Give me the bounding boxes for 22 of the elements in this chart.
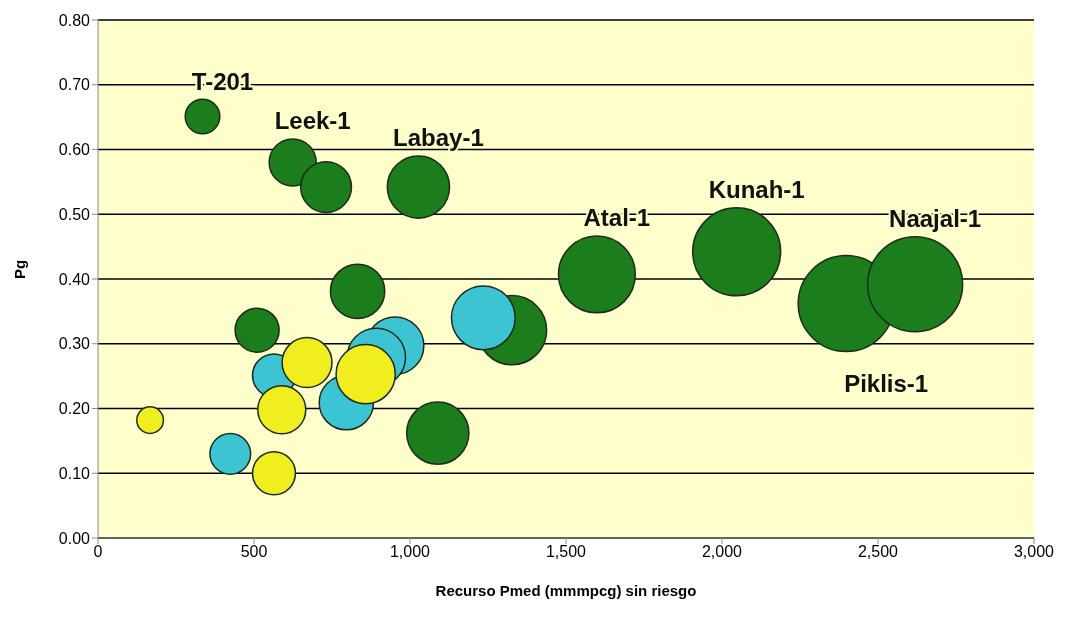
x-tick-label: 2,000 (701, 543, 743, 561)
y-tick-label: 0.00 (58, 529, 91, 547)
y-tick-label: 0.20 (58, 400, 91, 418)
x-axis-title: Recurso Pmed (mmmpcg) sin riesgo (435, 582, 697, 599)
x-tick-label: 500 (240, 543, 268, 561)
x-tick-label: 3,000 (1013, 543, 1055, 561)
y-axis-title: Pg (11, 259, 29, 279)
annotation: Kunah-1 (708, 176, 805, 204)
x-tick-label: 2,500 (857, 543, 899, 561)
y-tick-label: 0.10 (58, 464, 91, 482)
y-tick-label: 0.50 (58, 205, 91, 223)
x-tick-label: 0 (93, 543, 103, 561)
x-tick-label: 1,000 (389, 543, 431, 561)
y-tick-label: 0.60 (58, 141, 91, 159)
x-tick-label: 1,500 (545, 543, 587, 561)
annotation: Labay-1 (393, 124, 484, 152)
y-tick-label: 0.30 (58, 335, 91, 353)
y-tick-label: 0.70 (58, 76, 91, 94)
y-tick-label: 0.40 (58, 270, 91, 288)
annotation: Leek-1 (274, 107, 351, 135)
y-tick-label: 0.80 (58, 11, 91, 29)
annotation: Piklis-1 (844, 369, 929, 397)
